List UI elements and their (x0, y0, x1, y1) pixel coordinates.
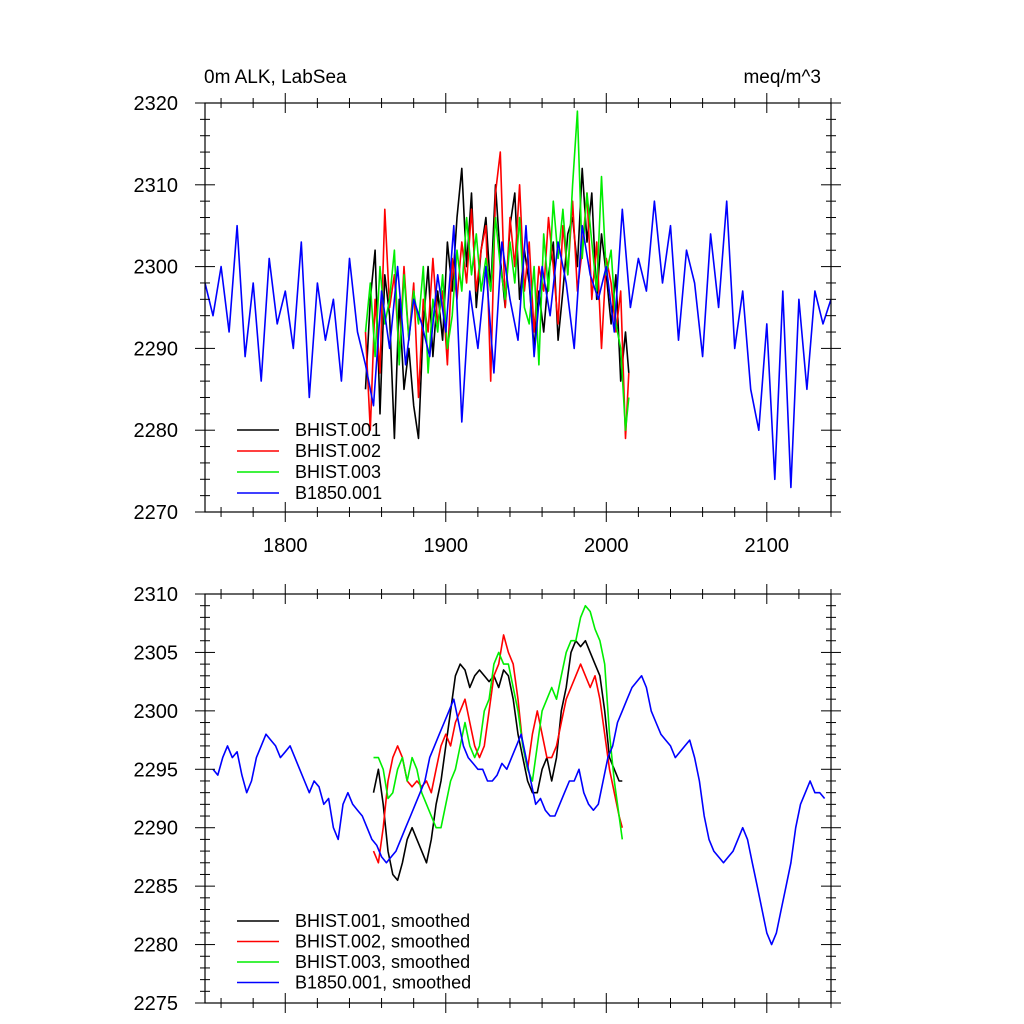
bottom-legend-label-2: BHIST.002, smoothed (295, 932, 470, 952)
bottom-y-tick-label: 2300 (134, 701, 179, 723)
bottom-y-tick-label: 2305 (134, 642, 179, 664)
top-series-line-4 (205, 200, 831, 489)
bottom-series-line-4 (212, 674, 826, 946)
top-y-tick-label: 2270 (134, 502, 179, 524)
top-x-tick-label: 2100 (745, 535, 790, 557)
bottom-series-line-3 (373, 604, 624, 840)
top-y-tick-label: 2310 (134, 175, 179, 197)
top-y-tick-label: 2280 (134, 420, 179, 442)
bottom-plot-frame (204, 593, 832, 1004)
top-legend-label-1: BHIST.001 (295, 420, 381, 440)
bottom-y-tick-label: 2280 (134, 935, 179, 957)
bottom-y-tick-label: 2290 (134, 818, 179, 840)
top-legend-label-4: B1850.001 (295, 483, 382, 503)
bottom-legend-label-1: BHIST.001, smoothed (295, 911, 470, 931)
bottom-y-tick-label: 2275 (134, 993, 179, 1015)
bottom-legend-label-4: B1850.001, smoothed (295, 973, 471, 993)
top-plot-frame (204, 102, 832, 513)
top-legend-label-2: BHIST.002 (295, 441, 381, 461)
top-chart-title: 0m ALK, LabSea (204, 67, 347, 88)
top-plot-panel: 1800 1900 2000 2100 2270 2280 2290 2300 2310 2320… (134, 93, 841, 557)
top-x-tick-label: 2000 (584, 535, 629, 557)
bottom-series-line-2 (372, 634, 624, 864)
bottom-series-line-1 (372, 639, 623, 882)
top-y-tick-label: 2320 (134, 93, 179, 115)
top-y-tick-label: 2300 (134, 257, 179, 279)
top-x-tick-label: 1900 (424, 535, 469, 557)
top-chart-units: meq/m^3 (743, 67, 821, 88)
top-x-tick-label: 1800 (263, 535, 308, 557)
bottom-y-tick-label: 2285 (134, 876, 179, 898)
top-series-line-1 (364, 167, 630, 440)
bottom-plot-panel: 2275 2280 2285 2290 2295 2300 2305 2310 BHIST.00… (134, 584, 841, 1015)
bottom-legend-label-3: BHIST.003, smoothed (295, 952, 470, 972)
top-y-tick-label: 2290 (134, 338, 179, 360)
top-legend-label-3: BHIST.003 (295, 462, 381, 482)
bottom-y-tick-label: 2310 (134, 584, 179, 606)
bottom-y-tick-label: 2295 (134, 759, 179, 781)
